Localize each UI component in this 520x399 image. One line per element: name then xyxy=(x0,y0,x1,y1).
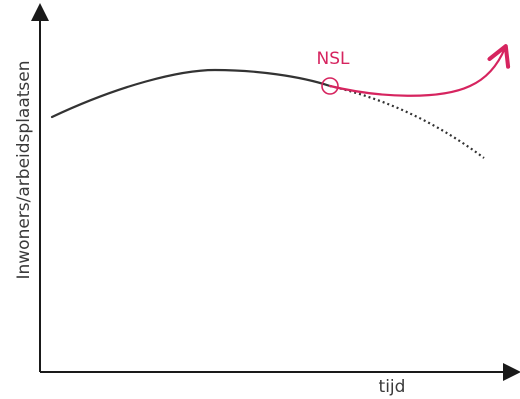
y-axis-label: Inwoners/arbeidsplaatsen xyxy=(14,60,34,279)
baseline-curve xyxy=(50,68,332,119)
nsl-growth-curve xyxy=(328,44,511,97)
x-axis-label: tijd xyxy=(379,377,406,397)
nsl-marker-circle xyxy=(321,77,339,95)
nsl-label: NSL xyxy=(317,49,351,69)
